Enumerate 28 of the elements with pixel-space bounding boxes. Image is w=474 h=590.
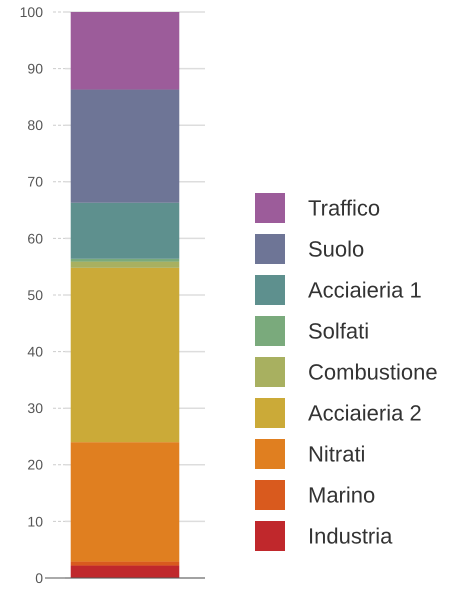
y-tick-label: 30 [27, 400, 44, 416]
legend-label: Combustione [308, 360, 438, 385]
y-tick-label: 70 [27, 174, 44, 190]
legend-label: Solfati [308, 318, 370, 344]
legend-label: Acciaieria 1 [308, 278, 422, 303]
y-tick-label: 80 [27, 117, 44, 134]
y-tick-label: 90 [27, 60, 44, 76]
y-tick-label: 40 [27, 344, 44, 360]
y-tick-label: 20 [27, 456, 44, 473]
legend-label: Industria [308, 524, 394, 549]
bar [70, 566, 180, 578]
legend-label: Acciaieria 2 [308, 400, 422, 426]
bar [70, 202, 180, 259]
y-tick-label: 0 [35, 570, 44, 586]
bar [70, 262, 180, 268]
y-tick-label: 10 [27, 513, 44, 530]
bar [70, 442, 180, 562]
legend-label: Nitrati [308, 442, 366, 467]
bar [70, 268, 180, 442]
legend-label: Traffico [308, 196, 380, 221]
bar [70, 12, 180, 90]
y-tick-label: 60 [27, 230, 44, 246]
bar [70, 90, 180, 203]
y-tick-label: 50 [27, 286, 44, 303]
y-tick-label: 100 [20, 4, 44, 20]
bar [70, 562, 180, 566]
legend-label: Marino [308, 482, 376, 508]
legend-label: Suolo [308, 236, 364, 262]
